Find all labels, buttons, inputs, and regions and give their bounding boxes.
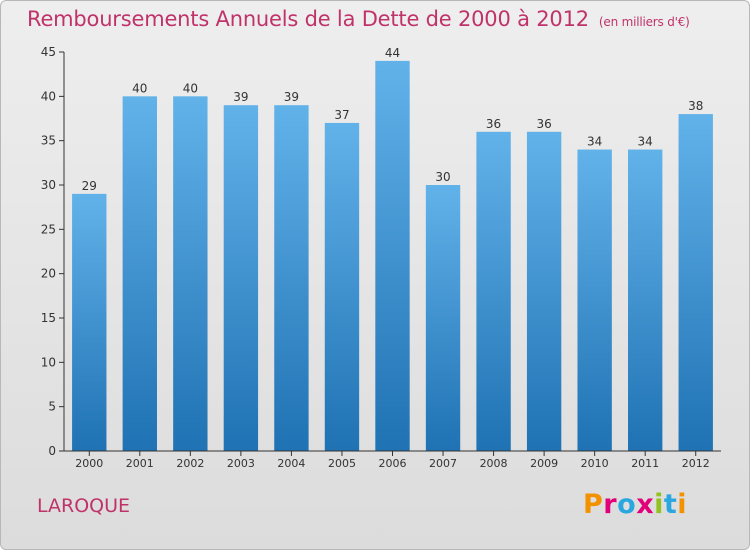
data-label-2006: 44: [385, 46, 400, 60]
data-label-2009: 36: [536, 117, 551, 131]
chart-title-text: Remboursements Annuels de la Dette de 20…: [27, 7, 589, 31]
x-tick-label-2008: 2008: [480, 457, 508, 470]
proxiti-logo-letter: P: [583, 489, 604, 520]
bar-2001: [122, 96, 157, 451]
y-tick-label-25: 25: [41, 222, 56, 236]
x-tick-label-2002: 2002: [176, 457, 204, 470]
proxiti-logo-letter: r: [603, 489, 618, 520]
x-tick-label-2007: 2007: [429, 457, 457, 470]
data-label-2001: 40: [132, 81, 147, 95]
x-tick-label-2010: 2010: [581, 457, 609, 470]
data-label-2003: 39: [233, 90, 248, 104]
axes: 2000 2001 2002 2003 2004 2005 2006 2007 2008 2009…: [41, 45, 721, 470]
bar-2011: [628, 149, 663, 452]
data-label-2004: 39: [284, 90, 299, 104]
y-tick-label-0: 0: [48, 444, 56, 458]
x-tick-label-2005: 2005: [328, 457, 356, 470]
x-tick-label-2003: 2003: [227, 457, 255, 470]
bar-2004: [274, 105, 309, 451]
bar-2007: [425, 185, 461, 451]
y-tick-label-20: 20: [41, 267, 56, 281]
chart-title: Remboursements Annuels de la Dette de 20…: [27, 7, 690, 31]
bar-2012: [678, 114, 713, 452]
data-label-2002: 40: [183, 81, 198, 95]
bar-2005: [324, 122, 360, 451]
x-tick-label-2001: 2001: [126, 457, 154, 470]
proxiti-logo-letter: t: [663, 489, 678, 520]
y-tick-label-40: 40: [41, 89, 56, 103]
data-label-2008: 36: [486, 117, 501, 131]
x-tick-label-2006: 2006: [379, 457, 407, 470]
x-tick-label-2011: 2011: [631, 457, 659, 470]
bar-series: 29 40 40 39 39 37 44 30 36 36 34 34 38: [72, 46, 713, 452]
commune-name: LAROQUE: [37, 495, 131, 517]
proxiti-logo-letter: i: [677, 489, 688, 520]
y-tick-label-15: 15: [41, 311, 56, 325]
proxiti-logo-letter: x: [636, 489, 655, 520]
bar-2009: [526, 131, 562, 452]
bar-2000: [72, 193, 107, 451]
y-tick-label-35: 35: [41, 134, 56, 148]
bar-2010: [577, 149, 612, 452]
y-tick-label-10: 10: [41, 355, 56, 369]
y-tick-label-45: 45: [41, 45, 56, 59]
proxiti-logo-letter: i: [654, 489, 664, 520]
x-tick-label-2009: 2009: [530, 457, 558, 470]
proxiti-logo: Proxiti: [583, 489, 687, 520]
data-label-2000: 29: [82, 179, 97, 193]
x-tick-label-2000: 2000: [75, 457, 103, 470]
chart-unit: (en milliers d'€): [598, 15, 690, 29]
y-tick-label-5: 5: [48, 400, 56, 414]
x-tick-label-2004: 2004: [277, 457, 305, 470]
proxiti-logo-letter: o: [617, 489, 637, 520]
data-label-2012: 38: [688, 99, 703, 113]
bar-2003: [223, 105, 259, 451]
data-label-2010: 34: [587, 135, 602, 149]
x-tick-label-2012: 2012: [682, 457, 710, 470]
bar-2006: [375, 60, 410, 451]
data-label-2011: 34: [638, 135, 653, 149]
bar-2002: [173, 96, 208, 451]
bar-2008: [476, 131, 511, 452]
data-label-2005: 37: [334, 108, 349, 122]
y-tick-label-30: 30: [41, 178, 56, 192]
data-label-2007: 30: [435, 170, 450, 184]
